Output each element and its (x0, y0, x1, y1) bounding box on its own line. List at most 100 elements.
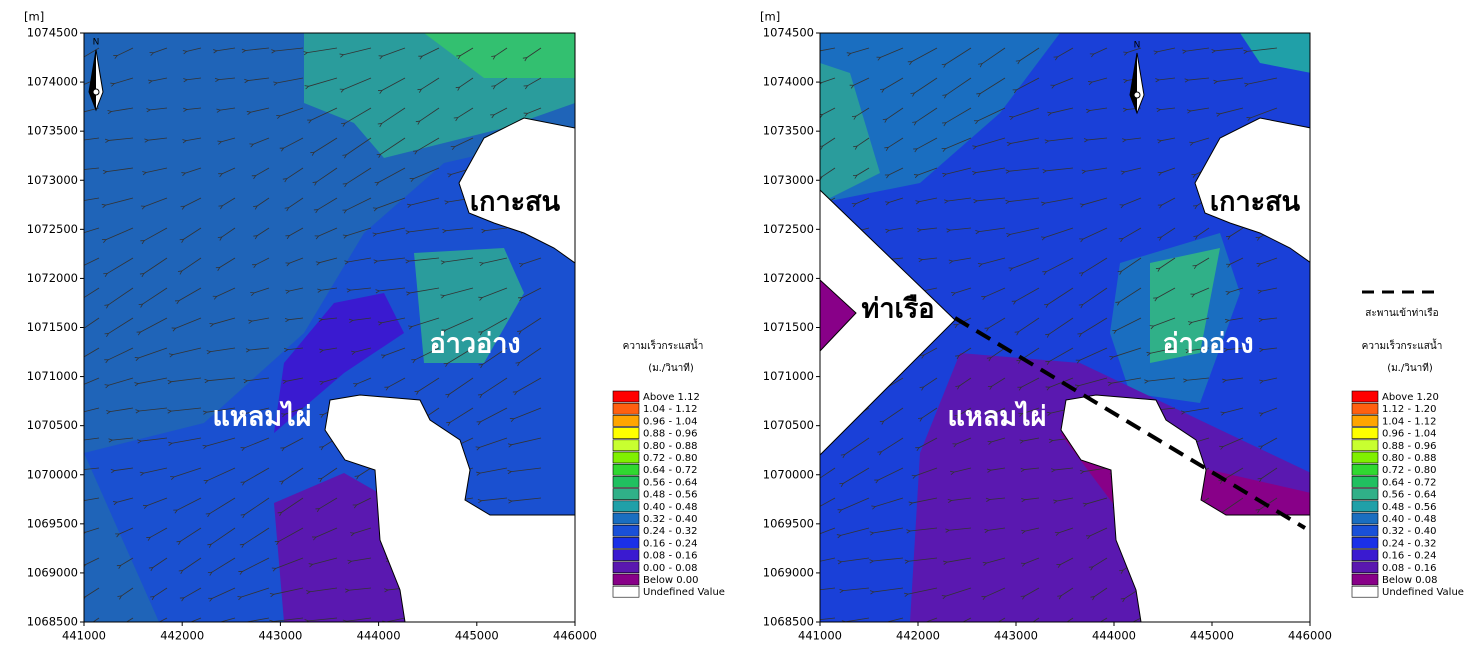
arrow-head (1040, 236, 1046, 241)
current-arrow (840, 527, 870, 536)
current-arrow (1022, 407, 1040, 415)
current-arrow (1262, 407, 1278, 414)
arrow-head (490, 114, 495, 119)
current-arrow (384, 347, 406, 356)
arrow-head (517, 330, 522, 335)
current-arrow (186, 107, 202, 110)
legend-label: 0.16 - 0.24 (1382, 551, 1437, 562)
arrow-head (204, 378, 210, 384)
current-arrow (889, 227, 904, 231)
current-arrow (977, 107, 1006, 122)
current-arrow (922, 257, 938, 261)
arrow-head (342, 154, 348, 159)
arrow-head (942, 94, 948, 99)
current-arrow (250, 107, 270, 113)
current-arrow (494, 47, 508, 57)
current-arrow (1032, 617, 1040, 622)
current-arrow (1089, 107, 1108, 111)
y-tick-label: 1071500 (27, 320, 78, 334)
current-arrow (277, 77, 304, 84)
current-arrow (1051, 107, 1074, 114)
arrow-head (1259, 347, 1264, 353)
current-arrow (481, 497, 508, 502)
current-arrow (409, 287, 440, 294)
arrow-head (1051, 468, 1056, 473)
arrow-head (441, 329, 447, 334)
current-arrow (457, 107, 474, 118)
current-arrow (346, 227, 372, 236)
arrow-head (820, 206, 821, 207)
x-tick-label: 442000 (896, 629, 940, 643)
arrow-head (237, 596, 243, 601)
current-arrow (146, 497, 168, 507)
current-arrow (350, 287, 372, 291)
arrow-head (348, 318, 354, 323)
arrow-head (941, 595, 947, 600)
current-arrow (855, 197, 870, 205)
arrow-head (218, 205, 224, 210)
arrow-head (377, 321, 383, 326)
arrow-head (110, 82, 116, 87)
current-arrow (285, 407, 304, 415)
arrow-head (1079, 272, 1084, 277)
arrow-head (1222, 378, 1227, 383)
x-tick-label: 446000 (1288, 629, 1332, 643)
legend-label: 0.24 - 0.32 (1382, 538, 1437, 549)
current-arrow (956, 437, 972, 445)
current-arrow (218, 77, 236, 81)
legend-label: 0.96 - 1.04 (1382, 429, 1437, 440)
arrow-head (1112, 329, 1118, 334)
arrow-head (973, 120, 979, 125)
legend-title: ความเร็วกระแสน้ำ (623, 338, 704, 352)
current-arrow (388, 377, 406, 388)
current-arrow (186, 47, 202, 52)
current-arrow (211, 527, 236, 545)
y-tick-label: 1071000 (763, 369, 814, 383)
legend-swatch (612, 451, 640, 464)
current-arrow (519, 347, 542, 363)
arrow-head (1226, 263, 1231, 268)
current-arrow (210, 347, 236, 353)
arrow-head (346, 288, 352, 293)
arrow-head (202, 444, 208, 449)
arrow-head (285, 262, 291, 267)
arrow-head (477, 498, 483, 504)
legend-label: Below 0.00 (643, 575, 699, 586)
current-arrow (511, 437, 542, 446)
current-arrow (1262, 437, 1278, 447)
arrow-head (313, 209, 319, 214)
arrow-head (1074, 384, 1080, 389)
current-arrow (143, 467, 168, 474)
arrow-head (941, 148, 947, 152)
current-arrow (951, 497, 972, 501)
arrow-head (523, 85, 529, 90)
current-arrow (1156, 287, 1176, 299)
arrow-head (807, 290, 811, 293)
arrow-head (1078, 304, 1084, 309)
current-arrow (185, 167, 202, 174)
arrow-head (917, 417, 923, 422)
current-arrow (289, 257, 304, 264)
arrow-head (285, 235, 291, 240)
axis-unit: [m] (24, 10, 44, 24)
arrow-head (1185, 349, 1191, 354)
current-arrow (146, 167, 168, 173)
arrow-head (906, 529, 912, 534)
current-arrow (459, 77, 474, 88)
arrow-head (913, 148, 918, 153)
arrow-head (877, 451, 883, 456)
arrow-head (443, 362, 449, 367)
arrow-head (139, 471, 145, 476)
legend-swatch (612, 439, 640, 452)
current-arrow (151, 77, 168, 82)
arrow-head (1257, 477, 1263, 483)
current-arrow (141, 437, 168, 442)
current-arrow (449, 377, 474, 395)
arrow-head (239, 543, 245, 548)
current-arrow (418, 377, 440, 392)
current-arrow (856, 167, 870, 176)
legend-label: 0.40 - 0.48 (643, 502, 698, 513)
arrow-head (1086, 108, 1091, 114)
arrow-head (167, 409, 173, 414)
current-arrow (1013, 107, 1040, 118)
